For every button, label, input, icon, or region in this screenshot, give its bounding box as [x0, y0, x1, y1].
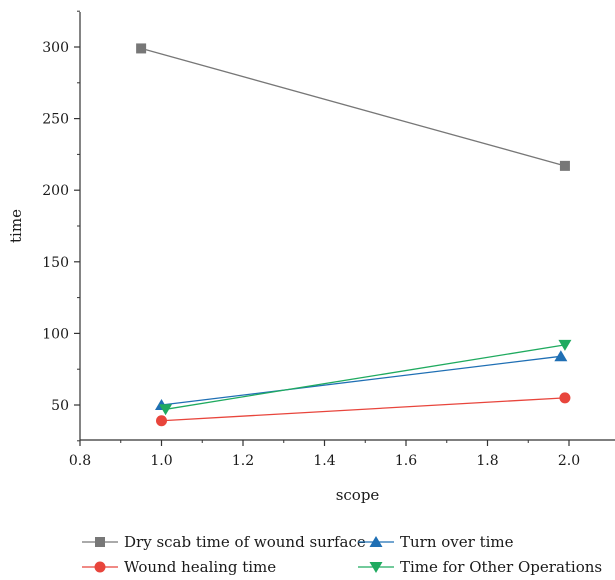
data-point [156, 415, 167, 427]
x-ticks: 0.8 1.0 1.2 1.4 1.6 1.8 2.0 [69, 440, 580, 469]
y-tick-label: 300 [42, 40, 69, 56]
series-line [161, 397, 565, 422]
x-tick-label: 1.2 [232, 453, 254, 469]
series-line [140, 47, 566, 167]
x-axis-title: scope [336, 486, 380, 504]
x-tick-label: 2.0 [558, 453, 580, 469]
data-point [559, 160, 570, 171]
legend-label: Time for Other Operations [400, 558, 602, 576]
series-4 [159, 339, 572, 416]
series-line [161, 355, 561, 406]
legend-marker [369, 536, 383, 547]
legend-item: Time for Other Operations [358, 558, 602, 576]
legend-marker [94, 561, 106, 573]
data-point [159, 404, 173, 416]
legend-marker [369, 562, 383, 573]
legend-item: Dry scab time of wound surface [82, 533, 366, 551]
x-tick-label: 1.4 [313, 453, 335, 469]
data-point [136, 43, 147, 54]
y-tick-label: 250 [42, 112, 69, 128]
data-point [558, 339, 572, 351]
series-1 [136, 43, 570, 171]
legend: Dry scab time of wound surface Wound heal… [82, 533, 602, 576]
y-tick-label: 150 [42, 255, 69, 271]
data-point [559, 392, 571, 404]
y-tick-label: 200 [42, 183, 69, 199]
axes [79, 12, 615, 441]
x-tick-label: 1.8 [476, 453, 498, 469]
legend-label: Wound healing time [124, 558, 276, 576]
plot-area [136, 43, 572, 427]
y-axis-title: time [7, 209, 25, 243]
series-2 [156, 392, 571, 427]
legend-marker [95, 537, 105, 547]
y-tick-label: 100 [42, 326, 69, 342]
legend-item: Turn over time [358, 533, 514, 551]
y-tick-label: 50 [51, 398, 69, 414]
data-point [554, 350, 568, 362]
legend-label: Turn over time [400, 533, 514, 551]
y-ticks: 50 100 150 200 250 300 [42, 10, 80, 442]
x-tick-label: 1.0 [150, 453, 172, 469]
legend-item: Wound healing time [82, 558, 276, 576]
x-tick-label: 0.8 [69, 453, 91, 469]
series-line [165, 344, 566, 410]
legend-label: Dry scab time of wound surface [124, 533, 366, 551]
x-tick-label: 1.6 [395, 453, 417, 469]
